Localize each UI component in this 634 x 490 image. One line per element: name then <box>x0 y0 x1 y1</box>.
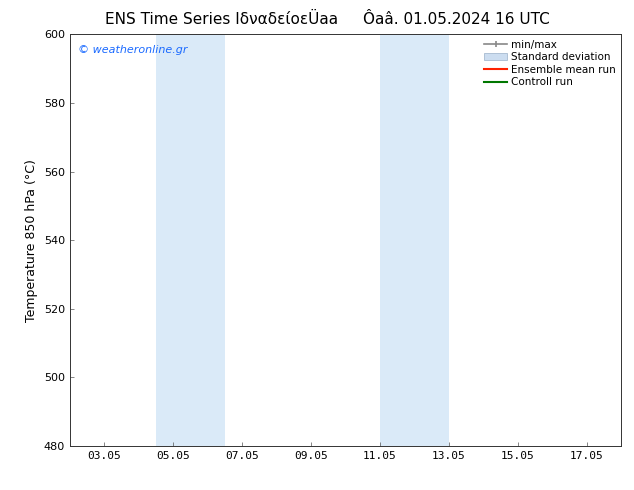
Bar <box>156 34 225 446</box>
Text: ENS Time Series ΙδναδείοεÜaa: ENS Time Series ΙδναδείοεÜaa <box>105 12 339 27</box>
Text: Ôaâ. 01.05.2024 16 UTC: Ôaâ. 01.05.2024 16 UTC <box>363 12 550 27</box>
Bar <box>380 34 449 446</box>
Legend: min/max, Standard deviation, Ensemble mean run, Controll run: min/max, Standard deviation, Ensemble me… <box>482 37 618 89</box>
Text: © weatheronline.gr: © weatheronline.gr <box>78 45 188 54</box>
Y-axis label: Temperature 850 hPa (°C): Temperature 850 hPa (°C) <box>25 159 38 321</box>
